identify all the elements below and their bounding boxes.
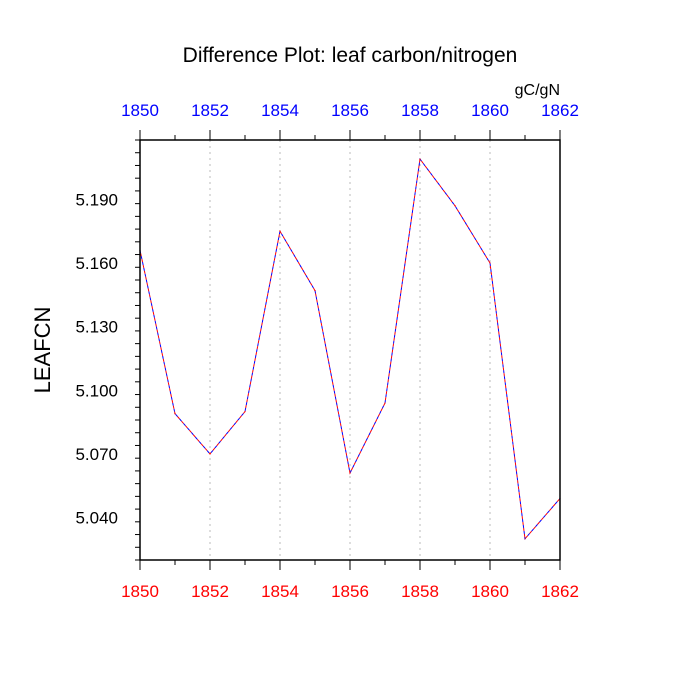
- y-tick-label: 5.160: [75, 254, 118, 273]
- data-point: [419, 158, 421, 160]
- series-line-series-a: [139, 157, 561, 540]
- x-tick-label-top: 1856: [331, 101, 369, 120]
- y-tick-label: 5.130: [75, 318, 118, 337]
- y-tick-label: 5.190: [75, 190, 118, 209]
- data-point: [349, 472, 351, 474]
- x-tick-label-top: 1860: [471, 101, 509, 120]
- data-point: [174, 413, 176, 415]
- data-point: [279, 230, 281, 232]
- y-tick-label: 5.070: [75, 445, 118, 464]
- series-line-series-b: [139, 157, 561, 540]
- axes: [135, 130, 561, 570]
- x-tick-label-top: 1854: [261, 101, 299, 120]
- x-tick-label-bottom: 1854: [261, 582, 299, 601]
- x-tick-label-bottom: 1862: [541, 582, 579, 601]
- x-tick-label-bottom: 1858: [401, 582, 439, 601]
- y-axis-label: LEAFCN: [30, 307, 55, 394]
- data-point: [314, 290, 316, 292]
- data-point: [454, 205, 456, 207]
- y-tick-label: 5.040: [75, 509, 118, 528]
- x-tick-label-bottom: 1852: [191, 582, 229, 601]
- x-tick-label-top: 1858: [401, 101, 439, 120]
- x-tick-label-bottom: 1856: [331, 582, 369, 601]
- units-label: gC/gN: [515, 82, 560, 99]
- tick-labels: 1850 1850 1852 1852 1854 1854 1856 1856 1858 1858…: [75, 101, 578, 601]
- grid-lines: [139, 140, 561, 560]
- data-point: [489, 262, 491, 264]
- y-tick-label: 5.100: [75, 381, 118, 400]
- x-tick-label-top: 1862: [541, 101, 579, 120]
- data-point: [244, 410, 246, 413]
- x-tick-label-top: 1852: [191, 101, 229, 120]
- x-tick-label-bottom: 1850: [121, 582, 159, 601]
- data-point: [524, 538, 526, 540]
- x-tick-label-top: 1850: [121, 101, 159, 120]
- x-tick-label-bottom: 1860: [471, 582, 509, 601]
- data-point: [384, 402, 386, 404]
- chart-title: Difference Plot: leaf carbon/nitrogen: [183, 44, 518, 67]
- data-point: [209, 453, 211, 455]
